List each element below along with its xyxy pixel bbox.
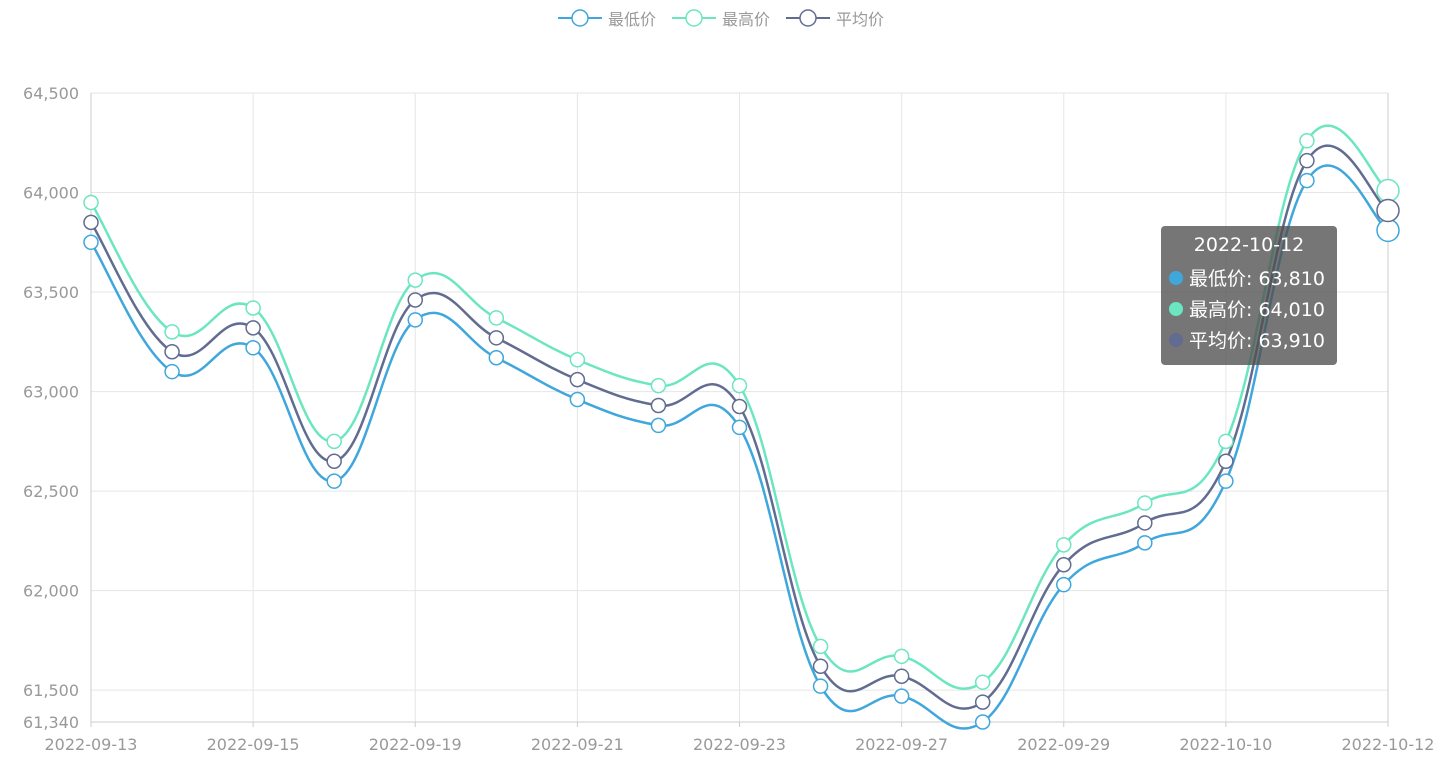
x-tick-label: 2022-10-10 [1179,735,1272,754]
data-point-avg[interactable] [1299,152,1315,169]
series-layer [89,124,1389,730]
data-point-low[interactable] [326,473,342,489]
legend-high-icon [671,9,716,27]
y-tick-label: 64,500 [23,84,79,103]
data-point-avg[interactable] [893,668,910,684]
data-point-high[interactable] [164,324,180,340]
data-point-low[interactable] [1376,218,1400,243]
legend-item-high[interactable]: 最高价 [671,6,770,30]
data-point-low[interactable] [731,419,748,436]
data-point-avg[interactable] [245,320,261,336]
legend-item-avg[interactable]: 平均价 [786,6,884,30]
tooltip-row-low: 最低价: 63,810 [1169,262,1329,293]
tooltip-low-dot-icon [1169,270,1183,285]
data-point-avg[interactable] [731,398,748,415]
tooltip-row-avg: 平均价: 63,910 [1169,324,1329,355]
legend-low-label: 最低价 [607,10,656,29]
tooltip: 2022-10-12 最低价: 63,810 最高价: 64,010 平均价: … [1161,226,1337,365]
data-point-avg[interactable] [569,371,586,388]
data-point-avg[interactable] [1376,198,1400,223]
x-tick-label: 2022-09-29 [1017,735,1110,754]
x-tick-label: 2022-09-15 [207,735,300,754]
data-point-low[interactable] [1218,473,1234,489]
data-point-high[interactable] [488,310,505,326]
data-point-low[interactable] [893,688,910,704]
tooltip-low-text: 最低价: 63,810 [1189,268,1325,290]
tooltip-high-dot-icon [1169,301,1183,316]
data-point-avg[interactable] [650,397,667,414]
data-point-low[interactable] [569,391,586,408]
tooltip-avg-text: 平均价: 63,910 [1189,330,1325,352]
data-point-high[interactable] [893,648,910,665]
data-point-avg[interactable] [1137,515,1153,531]
points-layer [83,133,1400,730]
legend-item-low[interactable]: 最低价 [557,6,656,30]
x-tick-label: 2022-09-27 [855,735,948,754]
y-tick-label: 64,000 [23,184,79,203]
x-tick-label: 2022-09-21 [531,735,624,754]
y-tick-label: 62,500 [23,482,79,501]
series-line-high [89,124,1389,690]
data-point-high[interactable] [812,638,829,655]
y-tick-label: 61,340 [23,713,79,732]
data-point-low[interactable] [488,349,505,366]
y-tick-label: 62,000 [23,582,79,601]
data-point-avg[interactable] [83,214,99,231]
tooltip-row-high: 最高价: 64,010 [1169,293,1329,324]
data-point-low[interactable] [1056,576,1072,593]
y-tick-label: 63,500 [23,283,79,302]
data-point-high[interactable] [245,300,261,316]
data-point-avg[interactable] [1056,557,1072,573]
tooltip-title: 2022-10-12 [1193,234,1305,256]
data-point-low[interactable] [164,363,180,380]
legend-avg-label: 平均价 [836,10,885,29]
data-point-high[interactable] [650,377,667,394]
data-point-high[interactable] [1376,178,1400,203]
series-line-avg [89,144,1389,710]
data-point-high[interactable] [569,351,586,368]
data-point-low[interactable] [1137,535,1153,551]
chart-legend: 最低价 最高价 平均价 [0,0,1442,36]
legend-avg-icon [786,9,830,27]
data-point-high[interactable] [326,433,342,450]
data-point-low[interactable] [245,340,261,356]
data-point-low[interactable] [974,714,991,730]
axes: 61,340 61,500 62,000 62,500 63,000 63,500 64,0… [23,84,1434,754]
data-point-avg[interactable] [164,344,180,360]
x-tick-label: 2022-09-19 [369,735,462,754]
series-line-low [89,164,1389,730]
tooltip-avg-dot-icon [1169,332,1183,347]
data-point-avg[interactable] [1218,453,1234,469]
data-point-high[interactable] [1137,495,1153,511]
legend-low-icon [557,9,602,27]
tooltip-high-text: 最高价: 64,010 [1189,299,1325,321]
data-point-avg[interactable] [407,292,423,308]
data-point-high[interactable] [407,272,423,288]
data-point-avg[interactable] [974,694,991,710]
data-point-avg[interactable] [326,453,342,469]
data-point-high[interactable] [1218,433,1234,450]
y-tick-label: 63,000 [23,383,79,402]
data-point-avg[interactable] [812,658,829,675]
data-point-high[interactable] [731,377,748,394]
x-tick-label: 2022-10-12 [1342,735,1435,754]
data-point-high[interactable] [974,674,991,690]
data-point-low[interactable] [650,417,667,434]
data-point-high[interactable] [1299,133,1315,149]
x-tick-label: 2022-09-13 [45,735,138,754]
data-point-low[interactable] [83,234,99,251]
data-point-low[interactable] [1299,172,1315,189]
y-tick-label: 61,500 [23,681,79,700]
data-point-high[interactable] [83,194,99,211]
legend-high-label: 最高价 [721,10,770,29]
data-point-high[interactable] [1056,537,1072,553]
data-point-avg[interactable] [488,330,505,346]
data-point-low[interactable] [812,678,829,694]
data-point-low[interactable] [407,312,423,328]
x-tick-label: 2022-09-23 [693,735,786,754]
